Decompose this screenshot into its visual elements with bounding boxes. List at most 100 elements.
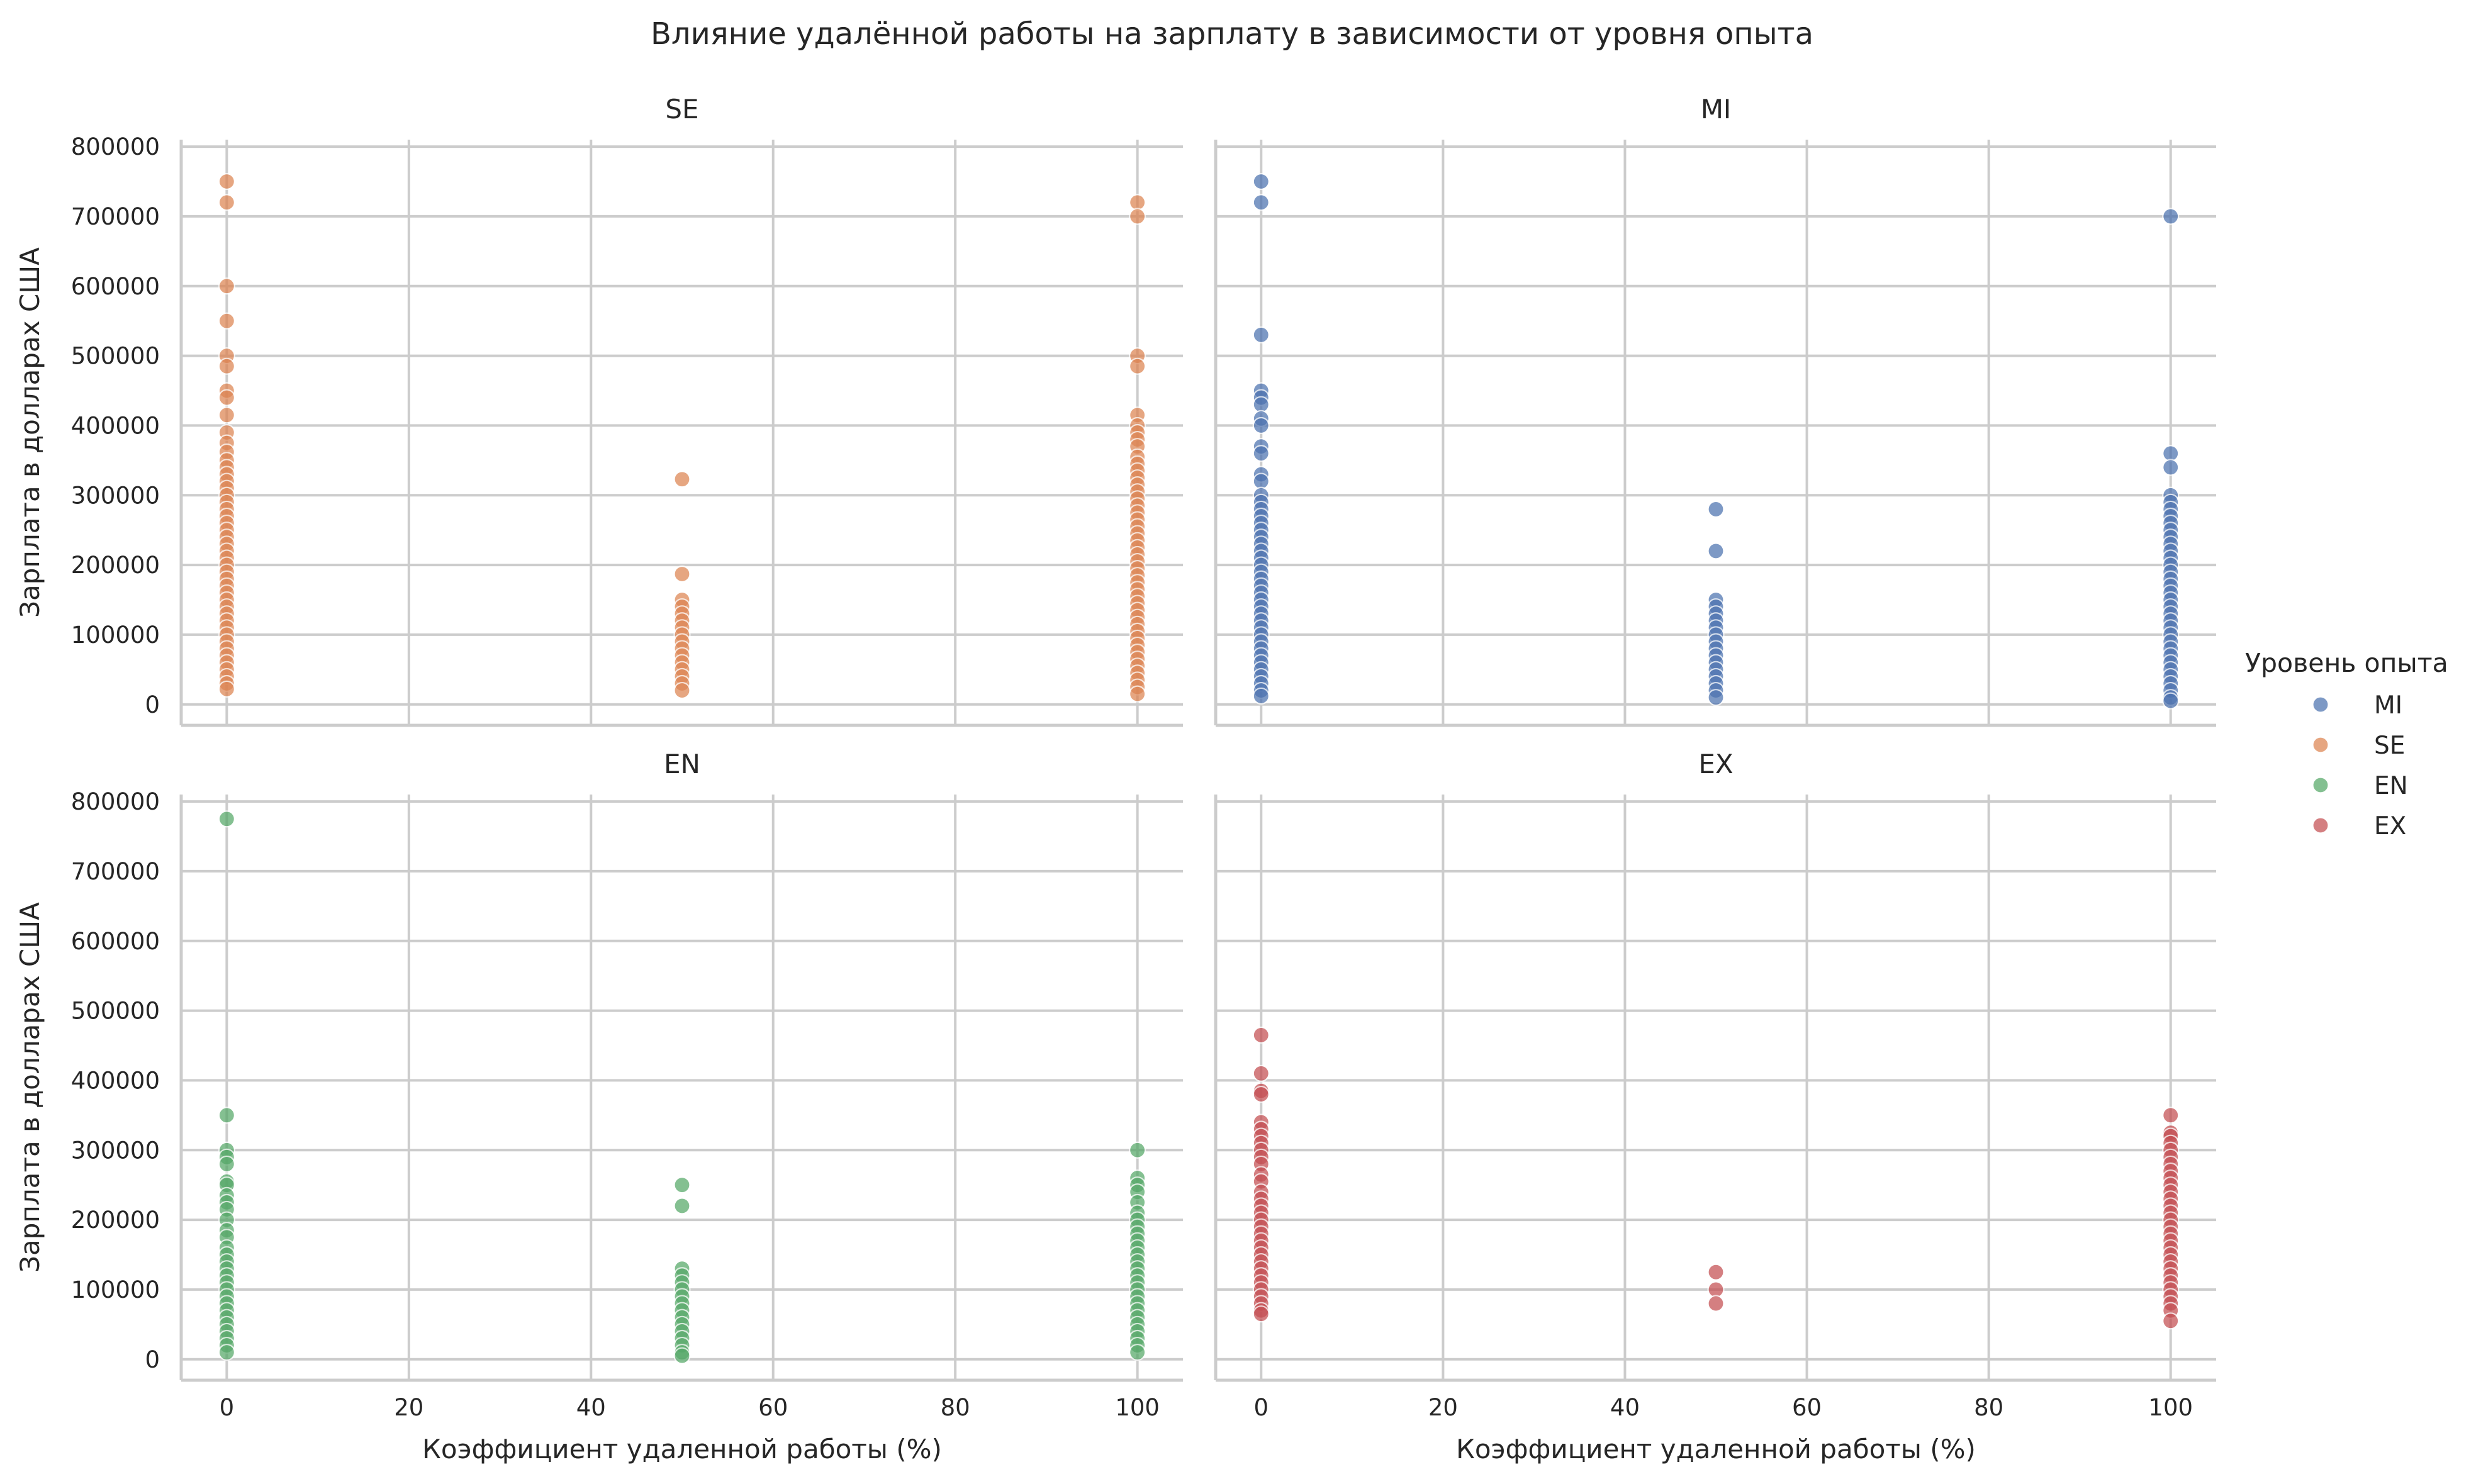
data-point — [1707, 689, 1725, 706]
data-point — [673, 1347, 691, 1364]
y-tick-label: 100000 — [71, 1276, 160, 1303]
data-point — [218, 312, 235, 330]
legend-label: EN — [2374, 772, 2408, 800]
x-tick-label: 40 — [1610, 1394, 1640, 1421]
data-point — [218, 277, 235, 295]
data-point — [1129, 208, 1146, 225]
y-tick-label: 400000 — [71, 1067, 160, 1094]
y-tick-label: 0 — [145, 691, 160, 718]
y-tick-label: 500000 — [71, 998, 160, 1025]
x-tick-label: 60 — [1792, 1394, 1822, 1421]
y-axis-label: Зарплата в долларах США — [14, 247, 45, 618]
panel-se: SE 0 100000 200000 300000 400000 500000 600000 7… — [14, 94, 1183, 727]
panel-en: EN 0 100000 200000 300000 400000 500000 600000 7… — [14, 749, 1183, 1464]
panel-title: SE — [665, 94, 698, 125]
data-point — [2162, 208, 2180, 225]
series-points-mi — [1252, 172, 2180, 710]
data-point — [1129, 357, 1146, 375]
data-point — [1252, 1064, 1270, 1082]
x-axis-label: Коэффициент удаленной работы (%) — [422, 1434, 942, 1464]
panel-title: EN — [664, 749, 700, 779]
legend-label: MI — [2374, 691, 2402, 720]
y-tick-label: 0 — [145, 1346, 160, 1373]
x-tick-label: 0 — [220, 1394, 235, 1421]
data-point — [1129, 1344, 1146, 1361]
data-point — [2162, 1312, 2180, 1330]
y-tick-label: 700000 — [71, 203, 160, 230]
y-tick-label: 600000 — [71, 928, 160, 955]
x-tick-label: 100 — [1115, 1394, 1160, 1421]
data-point — [1252, 1026, 1270, 1044]
data-point — [1252, 194, 1270, 211]
data-point — [673, 681, 691, 700]
legend-label: EX — [2374, 812, 2406, 840]
panel-mi: MI — [1214, 94, 2216, 727]
legend-marker — [2312, 736, 2329, 754]
data-point — [218, 389, 235, 406]
data-point — [1252, 1085, 1270, 1103]
data-point — [673, 1176, 691, 1194]
data-point — [2162, 459, 2180, 476]
legend-label: SE — [2374, 732, 2405, 760]
legend-title: Уровень опыта — [2245, 648, 2448, 678]
y-tick-label: 200000 — [71, 552, 160, 579]
data-point — [1252, 416, 1270, 435]
y-tick-label: 700000 — [71, 858, 160, 885]
legend-entry-mi: MI — [2312, 691, 2402, 720]
panel-title: MI — [1701, 94, 1732, 125]
x-tick-label: 80 — [941, 1394, 970, 1421]
data-point — [1252, 445, 1270, 462]
data-point — [218, 357, 235, 375]
x-tick-label: 40 — [576, 1394, 606, 1421]
data-point — [218, 406, 235, 424]
legend-marker — [2312, 776, 2329, 794]
data-point — [218, 194, 235, 211]
x-tick-label: 80 — [1974, 1394, 2003, 1421]
data-point — [218, 1107, 235, 1124]
data-point — [218, 1344, 235, 1361]
x-tick-label: 20 — [394, 1394, 423, 1421]
legend-entry-en: EN — [2312, 772, 2408, 800]
x-axis-label: Коэффициент удаленной работы (%) — [1456, 1434, 1976, 1464]
y-axis-label: Зарплата в долларах США — [14, 902, 45, 1273]
facet-panels: SE01000002000003000004000005000006000007… — [14, 94, 2216, 1464]
series-points-se — [218, 172, 1146, 703]
data-point — [218, 172, 235, 191]
y-tick-label: 300000 — [71, 482, 160, 509]
series-points-en — [218, 810, 1146, 1364]
x-tick-label: 100 — [2148, 1394, 2193, 1421]
data-point — [1252, 326, 1270, 343]
legend-marker — [2312, 817, 2329, 834]
series-points-ex — [1252, 1026, 2180, 1330]
legend: Уровень опыта MI SE EN EX — [2245, 648, 2448, 840]
data-point — [673, 1197, 691, 1215]
data-point — [1707, 500, 1725, 518]
data-point — [1707, 542, 1725, 560]
panel-ex: EX 0 20 40 60 80 100 Коэффициент удаленной рабо… — [1214, 749, 2216, 1464]
y-tick-label: 200000 — [71, 1207, 160, 1234]
legend-entry-se: SE — [2312, 732, 2405, 760]
data-point — [218, 810, 235, 828]
y-tick-label: 500000 — [71, 343, 160, 370]
data-point — [1252, 687, 1270, 705]
data-point — [2162, 692, 2180, 710]
data-point — [218, 1155, 235, 1173]
x-tick-label: 20 — [1428, 1394, 1458, 1421]
y-tick-label: 300000 — [71, 1137, 160, 1164]
data-point — [673, 471, 691, 488]
data-point — [1129, 1141, 1146, 1159]
data-point — [2162, 1107, 2180, 1124]
legend-entry-ex: EX — [2312, 812, 2406, 840]
panel-title: EX — [1698, 749, 1733, 779]
x-tick-label: 0 — [1253, 1394, 1269, 1421]
legend-marker — [2312, 696, 2329, 713]
y-tick-label: 800000 — [71, 788, 160, 815]
data-point — [673, 565, 691, 583]
y-tick-label: 400000 — [71, 412, 160, 439]
data-point — [1129, 685, 1146, 703]
x-tick-label: 60 — [758, 1394, 788, 1421]
y-tick-label: 800000 — [71, 133, 160, 160]
chart-title: Влияние удалённой работы на зарплату в з… — [651, 16, 1813, 52]
data-point — [1707, 1295, 1725, 1312]
